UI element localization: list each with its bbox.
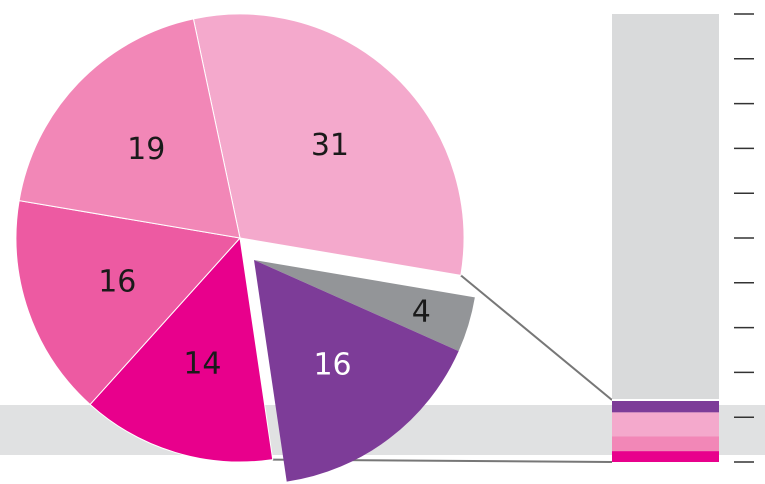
pie-slice [254,260,475,352]
slice-labels: 31 4 16 14 16 19 [98,128,431,382]
pie-slice [254,260,459,482]
slice-label: 4 [412,294,431,329]
bar-segment [612,412,719,437]
connector-line [460,274,613,401]
slice-label: 31 [311,128,349,163]
breakout-stacked-bar [612,399,719,462]
bar-segment [612,451,719,462]
bar-segment [612,436,719,452]
pie-slice [89,236,274,463]
pie-slice [192,13,465,276]
column-ticks [734,13,754,463]
pie-chart [15,13,475,482]
slice-label: 16 [98,265,136,300]
pie-slice [18,18,241,239]
pie-slice [15,200,241,406]
breakout-column-background [612,14,719,400]
bar-segment [612,400,719,413]
slice-label: 16 [313,347,351,382]
slice-label: 19 [127,132,165,167]
slice-label: 14 [183,346,221,381]
